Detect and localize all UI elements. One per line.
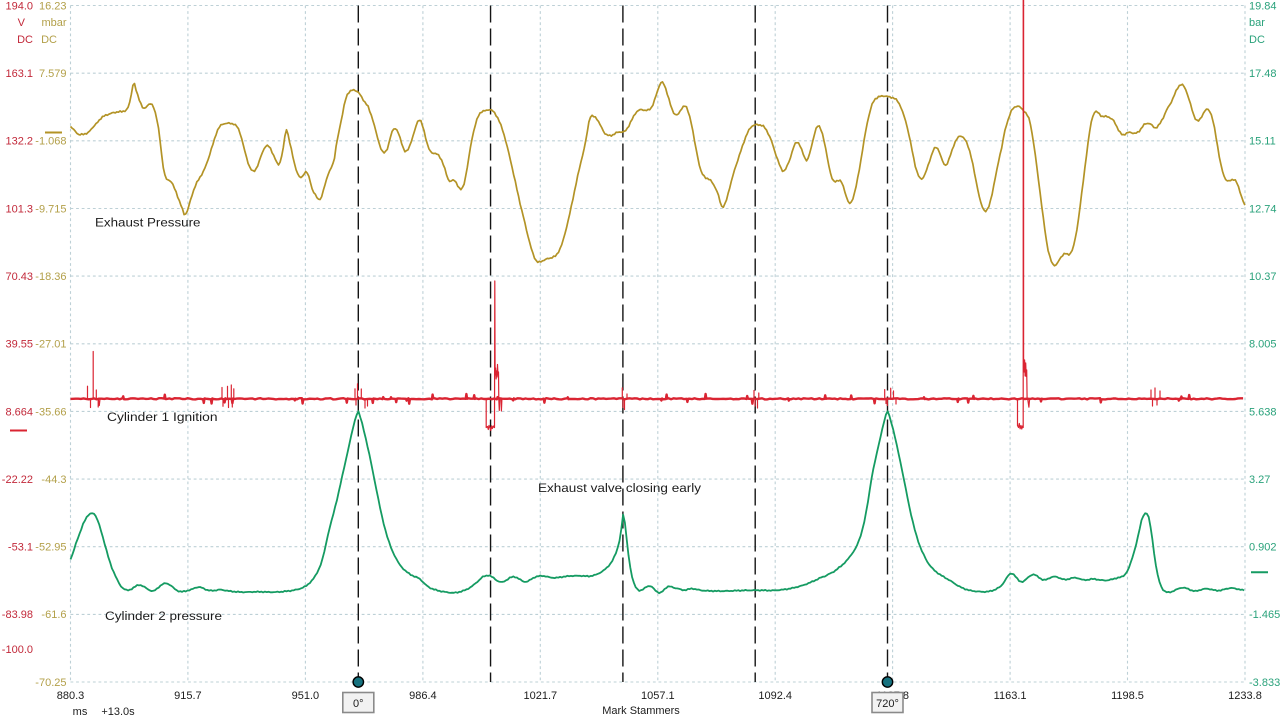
svg-text:132.2: 132.2 — [5, 136, 33, 148]
svg-text:19.84: 19.84 — [1249, 0, 1277, 12]
svg-text:194.0: 194.0 — [5, 0, 33, 12]
svg-text:-44.3: -44.3 — [41, 474, 66, 486]
svg-text:12.74: 12.74 — [1249, 203, 1277, 215]
svg-text:-100.0: -100.0 — [2, 644, 33, 656]
svg-text:-83.98: -83.98 — [2, 609, 33, 621]
svg-text:-52.95: -52.95 — [35, 542, 66, 554]
svg-text:915.7: 915.7 — [174, 690, 202, 702]
svg-text:-35.66: -35.66 — [35, 406, 66, 418]
svg-text:17.48: 17.48 — [1249, 68, 1277, 80]
svg-text:951.0: 951.0 — [292, 690, 320, 702]
svg-text:10.37: 10.37 — [1249, 271, 1277, 283]
svg-text:0.902: 0.902 — [1249, 542, 1277, 554]
svg-text:15.11: 15.11 — [1249, 136, 1276, 148]
svg-text:0°: 0° — [353, 698, 364, 710]
svg-text:bar: bar — [1249, 17, 1265, 29]
svg-text:163.1: 163.1 — [5, 68, 33, 80]
svg-text:-61.6: -61.6 — [41, 609, 66, 621]
svg-text:1057.1: 1057.1 — [641, 690, 675, 702]
svg-text:1021.7: 1021.7 — [523, 690, 557, 702]
svg-text:986.4: 986.4 — [409, 690, 437, 702]
svg-text:-27.01: -27.01 — [35, 339, 66, 351]
svg-text:720°: 720° — [876, 698, 899, 710]
svg-text:Mark Stammers: Mark Stammers — [602, 705, 680, 717]
svg-text:39.55: 39.55 — [5, 339, 33, 351]
svg-text:DC: DC — [41, 34, 57, 46]
svg-text:1092.4: 1092.4 — [758, 690, 792, 702]
svg-text:mbar: mbar — [41, 17, 66, 29]
svg-text:16.23: 16.23 — [39, 0, 67, 12]
svg-text:5.638: 5.638 — [1249, 406, 1277, 418]
svg-text:Exhaust Pressure: Exhaust Pressure — [95, 215, 201, 229]
svg-text:-1.465: -1.465 — [1249, 609, 1280, 621]
svg-text:1163.1: 1163.1 — [994, 690, 1027, 702]
svg-text:V: V — [18, 17, 26, 29]
svg-text:ms: ms — [73, 706, 88, 718]
svg-text:8.664: 8.664 — [5, 406, 33, 418]
svg-text:-18.36: -18.36 — [35, 271, 66, 283]
svg-text:-3.833: -3.833 — [1249, 677, 1280, 689]
svg-text:-9.715: -9.715 — [35, 203, 66, 215]
svg-text:8.005: 8.005 — [1249, 339, 1277, 351]
svg-text:DC: DC — [1249, 34, 1265, 46]
svg-text:-1.068: -1.068 — [35, 136, 66, 148]
svg-text:1233.8: 1233.8 — [1228, 690, 1262, 702]
svg-text:Cylinder 2 pressure: Cylinder 2 pressure — [105, 609, 222, 623]
svg-text:-53.1: -53.1 — [8, 542, 33, 554]
svg-text:+13.0s: +13.0s — [101, 706, 135, 718]
svg-text:1198.5: 1198.5 — [1111, 690, 1144, 702]
svg-text:-70.25: -70.25 — [35, 677, 66, 689]
svg-text:7.579: 7.579 — [39, 68, 67, 80]
svg-text:880.3: 880.3 — [57, 690, 85, 702]
svg-text:DC: DC — [17, 34, 33, 46]
svg-text:-22.22: -22.22 — [2, 474, 33, 486]
svg-text:70.43: 70.43 — [5, 271, 33, 283]
svg-text:Cylinder 1 Ignition: Cylinder 1 Ignition — [107, 410, 218, 424]
svg-text:Exhaust valve closing early: Exhaust valve closing early — [538, 481, 702, 495]
svg-text:3.27: 3.27 — [1249, 474, 1270, 486]
svg-text:101.3: 101.3 — [5, 203, 33, 215]
